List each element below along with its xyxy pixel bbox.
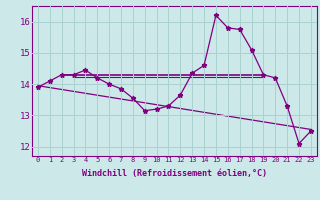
X-axis label: Windchill (Refroidissement éolien,°C): Windchill (Refroidissement éolien,°C) [82, 169, 267, 178]
